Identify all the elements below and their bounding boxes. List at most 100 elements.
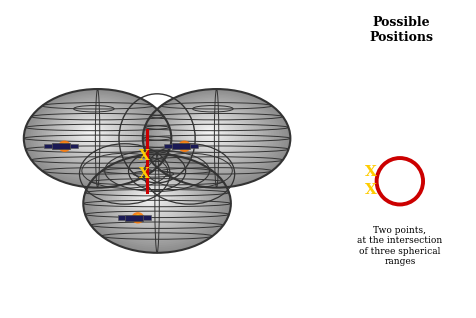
FancyBboxPatch shape bbox=[164, 144, 172, 148]
Ellipse shape bbox=[108, 169, 201, 232]
FancyBboxPatch shape bbox=[44, 144, 52, 148]
Ellipse shape bbox=[37, 97, 155, 176]
Ellipse shape bbox=[176, 110, 250, 159]
Ellipse shape bbox=[178, 141, 191, 152]
Ellipse shape bbox=[28, 92, 166, 184]
Ellipse shape bbox=[139, 189, 163, 205]
Ellipse shape bbox=[114, 174, 193, 226]
Ellipse shape bbox=[191, 120, 231, 146]
Ellipse shape bbox=[183, 114, 242, 154]
Text: X: X bbox=[365, 165, 377, 179]
Ellipse shape bbox=[187, 117, 236, 150]
Ellipse shape bbox=[119, 176, 188, 223]
Ellipse shape bbox=[205, 128, 215, 135]
Ellipse shape bbox=[132, 185, 171, 211]
Ellipse shape bbox=[112, 172, 196, 228]
Ellipse shape bbox=[81, 125, 101, 139]
Ellipse shape bbox=[55, 108, 133, 161]
Ellipse shape bbox=[174, 108, 252, 161]
Ellipse shape bbox=[169, 106, 258, 165]
Ellipse shape bbox=[24, 89, 171, 188]
Ellipse shape bbox=[165, 103, 263, 169]
Ellipse shape bbox=[92, 160, 220, 245]
Ellipse shape bbox=[148, 195, 152, 198]
Ellipse shape bbox=[149, 93, 282, 182]
Ellipse shape bbox=[160, 100, 269, 172]
Ellipse shape bbox=[61, 143, 68, 149]
Ellipse shape bbox=[121, 178, 185, 221]
Ellipse shape bbox=[117, 175, 190, 225]
Ellipse shape bbox=[97, 162, 215, 241]
Text: Possible
Positions: Possible Positions bbox=[369, 16, 433, 44]
Ellipse shape bbox=[178, 111, 247, 157]
Ellipse shape bbox=[57, 110, 131, 159]
Ellipse shape bbox=[198, 124, 223, 140]
Ellipse shape bbox=[181, 143, 188, 149]
FancyBboxPatch shape bbox=[172, 143, 190, 149]
Ellipse shape bbox=[110, 171, 198, 230]
Ellipse shape bbox=[79, 124, 104, 140]
Ellipse shape bbox=[156, 97, 274, 176]
Ellipse shape bbox=[152, 95, 279, 180]
Ellipse shape bbox=[101, 165, 209, 238]
FancyBboxPatch shape bbox=[190, 144, 198, 148]
Ellipse shape bbox=[77, 122, 107, 142]
Text: Two points,
at the intersection
of three spherical
ranges: Two points, at the intersection of three… bbox=[357, 226, 443, 266]
Ellipse shape bbox=[134, 186, 169, 209]
Ellipse shape bbox=[171, 107, 255, 163]
Ellipse shape bbox=[52, 107, 136, 163]
Ellipse shape bbox=[88, 157, 226, 249]
Ellipse shape bbox=[66, 115, 120, 152]
Ellipse shape bbox=[68, 117, 117, 150]
Ellipse shape bbox=[46, 103, 144, 169]
Ellipse shape bbox=[61, 113, 125, 156]
Ellipse shape bbox=[134, 214, 141, 221]
Ellipse shape bbox=[83, 154, 231, 253]
Ellipse shape bbox=[137, 188, 166, 207]
Ellipse shape bbox=[203, 127, 218, 137]
Ellipse shape bbox=[72, 120, 112, 146]
Ellipse shape bbox=[154, 96, 277, 178]
Ellipse shape bbox=[207, 129, 212, 133]
Ellipse shape bbox=[143, 192, 158, 202]
Ellipse shape bbox=[194, 121, 228, 144]
Ellipse shape bbox=[84, 127, 99, 137]
Ellipse shape bbox=[143, 89, 290, 188]
Ellipse shape bbox=[33, 95, 160, 180]
Ellipse shape bbox=[44, 102, 147, 171]
Ellipse shape bbox=[189, 118, 234, 148]
Ellipse shape bbox=[94, 161, 218, 243]
Ellipse shape bbox=[99, 164, 212, 239]
Ellipse shape bbox=[141, 190, 160, 204]
Text: X: X bbox=[365, 183, 377, 197]
Ellipse shape bbox=[125, 181, 179, 217]
Ellipse shape bbox=[40, 99, 152, 174]
Ellipse shape bbox=[41, 100, 150, 172]
Text: X: X bbox=[139, 149, 149, 163]
Ellipse shape bbox=[180, 113, 244, 156]
Ellipse shape bbox=[75, 121, 109, 144]
FancyBboxPatch shape bbox=[52, 143, 70, 149]
Ellipse shape bbox=[35, 96, 158, 178]
Ellipse shape bbox=[64, 114, 123, 154]
Ellipse shape bbox=[167, 104, 260, 167]
Ellipse shape bbox=[123, 179, 182, 219]
Ellipse shape bbox=[131, 212, 144, 224]
FancyBboxPatch shape bbox=[125, 215, 143, 221]
Ellipse shape bbox=[103, 167, 207, 236]
Ellipse shape bbox=[163, 102, 266, 171]
Ellipse shape bbox=[48, 104, 141, 167]
FancyBboxPatch shape bbox=[143, 215, 151, 220]
Ellipse shape bbox=[86, 156, 228, 251]
Ellipse shape bbox=[59, 111, 128, 157]
Ellipse shape bbox=[128, 182, 177, 215]
Ellipse shape bbox=[30, 93, 163, 182]
Ellipse shape bbox=[50, 106, 139, 165]
Ellipse shape bbox=[200, 125, 220, 139]
Ellipse shape bbox=[145, 90, 288, 186]
Text: X: X bbox=[139, 167, 149, 181]
Ellipse shape bbox=[26, 90, 169, 186]
Ellipse shape bbox=[86, 128, 96, 135]
Ellipse shape bbox=[196, 122, 226, 142]
Ellipse shape bbox=[147, 92, 285, 184]
